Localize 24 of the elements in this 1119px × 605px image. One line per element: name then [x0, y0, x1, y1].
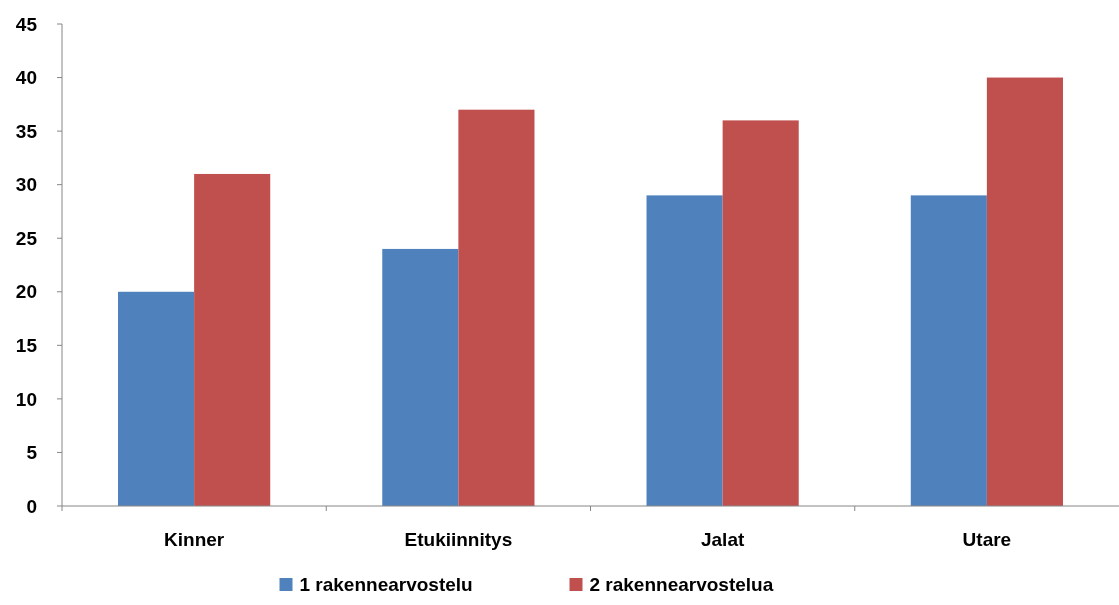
bar [382, 248, 459, 506]
bar [986, 77, 1063, 506]
bar [722, 120, 799, 506]
x-tick-label: Utare [962, 529, 1012, 550]
y-tick-label: 40 [15, 67, 37, 89]
x-tick-label: Etukiinnitys [404, 529, 513, 550]
y-tick-label: 35 [15, 120, 38, 142]
y-tick-label: 25 [15, 227, 38, 249]
y-tick-label: 0 [26, 495, 37, 517]
bar [458, 109, 535, 506]
y-tick-label: 5 [26, 442, 38, 464]
y-tick-label: 20 [15, 281, 37, 303]
y-tick-label: 10 [15, 388, 37, 410]
bar [194, 173, 271, 506]
x-tick-label: Kinner [164, 529, 225, 550]
bar [646, 195, 723, 506]
legend-label: 2 rakennearvostelua [589, 574, 774, 595]
x-tick-label: Jalat [700, 529, 745, 550]
y-tick-label: 15 [15, 334, 38, 356]
y-tick-label: 45 [15, 13, 38, 35]
y-tick-label: 30 [15, 174, 37, 196]
legend-label: 1 rakennearvostelu [299, 574, 473, 595]
bar [118, 291, 195, 506]
bar [910, 195, 987, 506]
